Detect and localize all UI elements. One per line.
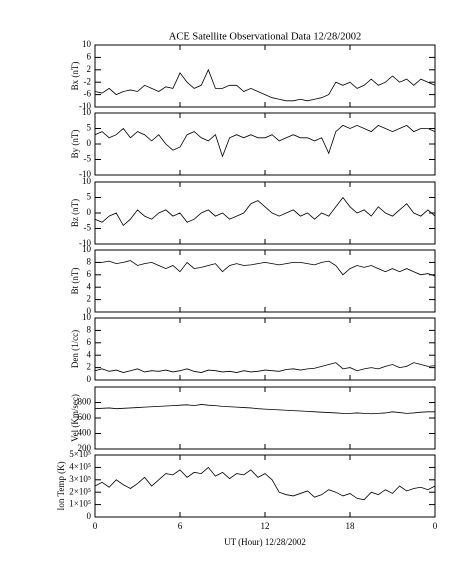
data-line (94, 466, 436, 501)
y-axis-label: Ion Temp (K) (56, 461, 66, 510)
y-tick-label: 2 (87, 294, 92, 304)
data-line (94, 68, 436, 102)
y-tick-label: 0 (87, 306, 92, 316)
y-tick-label: 400 (78, 428, 92, 438)
y-tick-label: 0 (87, 374, 92, 384)
y-tick-label: 10 (82, 39, 92, 49)
y-axis-label: Bx (nT) (70, 62, 80, 91)
y-tick-label: 6 (87, 269, 92, 279)
x-tick-label: 18 (346, 521, 356, 531)
y-tick-label: -6 (84, 89, 92, 99)
y-tick-label: 5 (87, 123, 92, 133)
y-tick-label: 600 (78, 412, 92, 422)
y-tick-label: 2 (87, 64, 92, 74)
y-tick-label: 2×10⁵ (69, 486, 91, 496)
x-tick-label: 6 (178, 521, 183, 531)
y-tick-label: 800 (78, 397, 92, 407)
y-tick-label: 6 (87, 51, 92, 61)
y-tick-label: 4 (87, 349, 92, 359)
y-axis-label: Vel (Km/sec) (70, 394, 80, 442)
x-tick-label: 0 (433, 521, 438, 531)
y-tick-label: 0 (87, 511, 92, 521)
y-tick-label: -2 (84, 76, 92, 86)
y-tick-label: -10 (79, 169, 91, 179)
y-tick-label: 1×10⁵ (69, 499, 91, 509)
y-tick-label: 200 (78, 443, 92, 453)
y-axis-label: Den (1/cc) (70, 330, 80, 368)
y-tick-label: 8 (87, 256, 92, 266)
y-tick-label: 10 (82, 244, 92, 254)
y-tick-label: 10 (82, 312, 92, 322)
data-line (94, 362, 436, 373)
y-axis-label: Bz (nT) (70, 199, 80, 227)
y-tick-label: 10 (82, 107, 92, 117)
data-line (94, 124, 436, 158)
y-tick-label: 0 (87, 138, 92, 148)
y-tick-label: 6 (87, 337, 92, 347)
data-line (94, 196, 436, 227)
data-line (95, 260, 436, 277)
y-tick-label: 2 (87, 362, 92, 372)
y-axis-label: Bt (nT) (70, 268, 80, 295)
y-tick-label: -5 (84, 223, 92, 233)
y-tick-label: 5 (87, 192, 92, 202)
y-tick-label: 3×10⁵ (69, 474, 91, 484)
data-line (94, 404, 435, 415)
y-tick-label: -10 (79, 238, 91, 248)
chart-title: ACE Satellite Observational Data 12/28/2… (169, 31, 361, 42)
y-tick-label: -5 (84, 154, 92, 164)
x-axis-label: UT (Hour) 12/28/2002 (224, 537, 306, 547)
y-tick-label: 4 (87, 281, 92, 291)
x-tick-label: 0 (93, 521, 98, 531)
x-tick-label: 12 (261, 521, 270, 531)
y-tick-label: 0 (87, 207, 92, 217)
y-tick-label: 4×10⁵ (69, 461, 91, 471)
y-tick-label: -10 (79, 101, 91, 111)
y-tick-label: 10 (82, 176, 92, 186)
y-axis-label: By (nT) (70, 130, 80, 159)
y-tick-label: 5×10⁵ (69, 449, 91, 459)
y-tick-label: 8 (87, 324, 92, 334)
